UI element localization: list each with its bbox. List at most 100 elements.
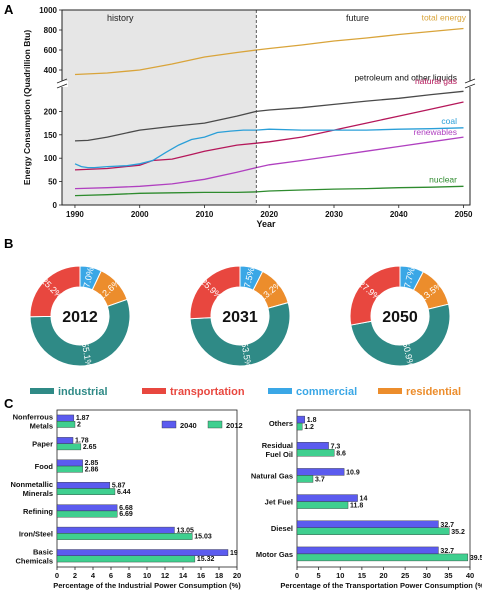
axis-break-mark [464, 83, 476, 89]
panel-label-b: B [4, 236, 13, 251]
y-tick-label-lower-50: 50 [48, 178, 57, 187]
bar-value-2040-motor-gas: 32.7 [440, 548, 454, 555]
x-tick-label-6: 6 [109, 571, 113, 580]
legend-swatch-transportation [142, 388, 166, 394]
x-tick-label-4: 4 [91, 571, 96, 580]
x-tick-label-2030: 2030 [325, 210, 343, 219]
bar-value-2012-diesel: 35.2 [451, 529, 465, 536]
bar-value-2040-diesel: 32.7 [440, 522, 454, 529]
bar-value-2040-paper: 1.78 [75, 438, 89, 445]
y-tick-label-upper-800: 800 [44, 26, 58, 35]
category-label-jet-fuel: Jet Fuel [265, 498, 293, 507]
bar-value-2012-motor-gas: 39.5 [470, 555, 482, 562]
panel-label-c: C [4, 396, 14, 411]
bar-2040-diesel [296, 520, 439, 528]
x-tick-label-30: 30 [423, 571, 431, 580]
series-line-coal [74, 127, 464, 169]
panel-label-a: A [4, 2, 14, 17]
bar-2012-nonferrous-metals [56, 421, 76, 428]
category-label-natural-gas: Natural Gas [251, 471, 293, 480]
axis-break-mark [56, 83, 68, 89]
industrial-bar-chart: 1.872NonferrousMetals1.782.65Paper2.852.… [10, 409, 243, 590]
bar-value-2012-basic-chemicals: 15.32 [197, 556, 215, 563]
donut-slice-2012-transportation [29, 265, 81, 318]
bar-2040-iron-steel [56, 526, 175, 534]
x-tick-label-15: 15 [358, 571, 366, 580]
y-tick-label-lower-200: 200 [44, 107, 58, 116]
bar-value-2040-residual-fuel-oil: 7.3 [331, 443, 341, 450]
x-tick-label-10: 10 [336, 571, 344, 580]
bar-value-2012-nonmetallic-minerals: 6.44 [117, 489, 131, 496]
x-tick-label-2020: 2020 [260, 210, 278, 219]
x-axis-label: Percentage of the Transportation Power C… [280, 581, 482, 590]
future-label: future [346, 13, 369, 23]
legend-label-residential: residential [406, 386, 461, 398]
series-label-coal: coal [441, 116, 457, 126]
series-line-natural-gas [74, 101, 464, 171]
y-tick-label-lower-150: 150 [44, 131, 58, 140]
x-tick-label-0: 0 [55, 571, 59, 580]
bar-2012-refining [56, 510, 118, 518]
bar-2012-iron-steel [56, 533, 193, 540]
bar-2012-others [296, 422, 303, 431]
x-tick-label-10: 10 [143, 571, 151, 580]
donut-value-2012-industrial: 55.1% [80, 341, 94, 368]
history-label: history [107, 13, 134, 23]
legend-label-2012: 2012 [226, 421, 243, 430]
x-tick-label-12: 12 [161, 571, 169, 580]
x-tick-label-2040: 2040 [390, 210, 408, 219]
bar-2040-nonmetallic-minerals [56, 482, 111, 489]
donut-value-2031-industrial: 53.5% [239, 342, 253, 369]
series-label-nuclear: nuclear [429, 174, 457, 184]
donut-charts-panel-b: 7.0% 12.6%55.1%25.2%20127.5%13.2%53.5%25.… [29, 265, 451, 369]
series-label-renewables: renewables [414, 127, 457, 137]
bar-value-2040-nonmetallic-minerals: 5.87 [112, 483, 126, 490]
plot-frame [296, 409, 471, 568]
category-label-motor-gas: Motor Gas [256, 550, 293, 559]
series-line-nuclear [74, 185, 464, 197]
donut-slice-2050-transportation [349, 265, 401, 326]
category-label-nonmetallic-minerals: Minerals [23, 489, 53, 498]
bar-value-2012-natural-gas: 3.7 [315, 476, 325, 483]
category-label-nonmetallic-minerals: Nonmetallic [10, 480, 53, 489]
donut-center-label-2050: 2050 [382, 309, 418, 326]
x-tick-label-2050: 2050 [455, 210, 473, 219]
category-label-nonferrous-metals: Metals [30, 422, 53, 431]
axis-break [56, 78, 476, 89]
series-line-renewables [74, 136, 464, 190]
axis-break-gap-left [58, 81, 68, 87]
x-axis-label: Year [256, 219, 276, 229]
history-shade [62, 10, 257, 205]
bar-2012-nonmetallic-minerals [56, 488, 116, 495]
bar-value-2012-nonferrous-metals: 2 [77, 421, 81, 428]
bar-value-2040-food: 2.85 [85, 460, 99, 467]
bar-value-2012-food: 2.86 [85, 466, 99, 473]
bar-value-2040-basic-chemicals: 19 [230, 550, 238, 557]
donut-slice-2050-industrial [350, 303, 451, 367]
y-axis-label: Energy Consumption (Quadrillion Btu) [22, 30, 32, 186]
axis-break-gap-right [465, 81, 475, 87]
x-tick-label-2010: 2010 [196, 210, 214, 219]
donut-slice-2031-industrial [189, 301, 291, 367]
bar-value-2040-jet-fuel: 14 [360, 496, 368, 503]
donut-slice-2012-industrial [29, 298, 131, 367]
axis-break-mark [56, 78, 68, 84]
x-tick-label-40: 40 [466, 571, 474, 580]
category-label-nonferrous-metals: Nonferrous [13, 413, 53, 422]
bar-2012-jet-fuel [296, 501, 349, 509]
bar-2040-others [296, 415, 305, 424]
x-tick-label-20: 20 [233, 571, 241, 580]
bar-2040-food [56, 459, 83, 467]
category-label-basic-chemicals: Basic [33, 547, 53, 556]
category-label-iron-steel: Iron/Steel [19, 529, 53, 538]
x-tick-label-8: 8 [127, 571, 131, 580]
donut-center-label-2012: 2012 [62, 309, 98, 326]
bar-value-2040-nonferrous-metals: 1.87 [76, 415, 90, 422]
donut-value-2050-commercial: 7.7% [402, 267, 417, 289]
bar-value-2012-others: 1.2 [304, 424, 314, 431]
bar-value-2012-residual-fuel-oil: 8.6 [336, 450, 346, 457]
x-tick-label-35: 35 [444, 571, 452, 580]
bar-value-2012-jet-fuel: 11.8 [350, 503, 363, 510]
